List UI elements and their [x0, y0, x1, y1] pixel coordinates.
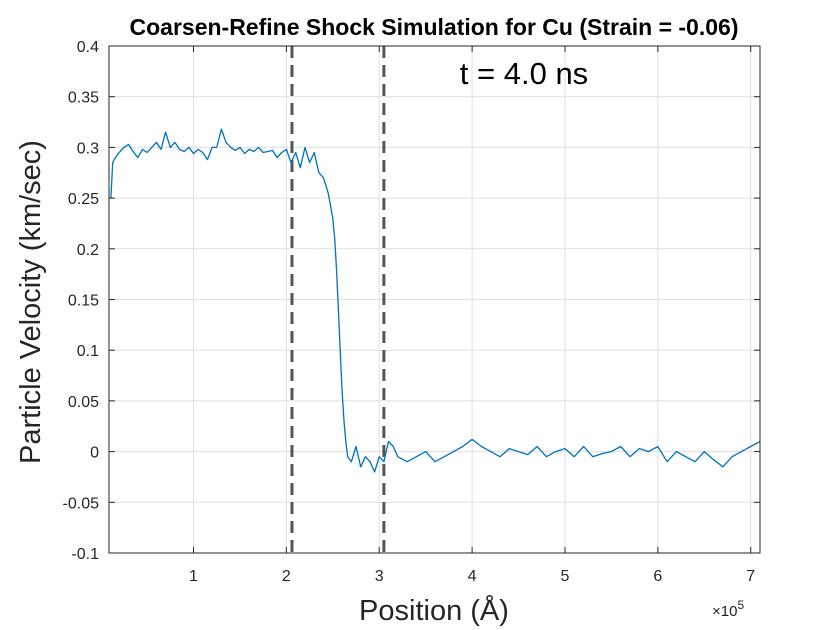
chart-title: Coarsen-Refine Shock Simulation for Cu (… [130, 14, 739, 40]
x-tick-label: 4 [468, 568, 477, 585]
y-tick-label: 0.25 [68, 191, 99, 208]
time-annotation: t = 4.0 ns [460, 56, 588, 91]
y-tick-label: 0.2 [77, 242, 99, 259]
y-tick-label: 0 [90, 445, 99, 462]
y-tick-label: -0.05 [63, 495, 100, 512]
y-tick-label: -0.1 [71, 546, 99, 563]
x-multiplier-base: ×10 [712, 603, 737, 620]
y-tick-label: 0.15 [68, 293, 99, 310]
y-tick-label: 0.1 [77, 343, 99, 360]
y-tick-label: 0.05 [68, 394, 99, 411]
x-multiplier: ×105 [712, 598, 744, 620]
x-tick-label: 5 [561, 568, 570, 585]
y-tick-label: 0.3 [77, 140, 99, 157]
ticks: 1 2 3 4 5 6 7 -0.1 -0.05 0 0.05 0.1 0.15 0.2 0.25 0.3 0.… [63, 39, 760, 585]
x-tick-label: 2 [282, 568, 291, 585]
x-axis-label: Position (Å) [359, 594, 509, 627]
reference-lines [290, 46, 386, 553]
y-tick-label: 0.4 [77, 39, 99, 56]
x-multiplier-exponent: 5 [737, 598, 744, 612]
velocity-series-line [110, 128, 761, 473]
x-tick-label: 7 [746, 568, 755, 585]
x-tick-label: 6 [653, 568, 662, 585]
y-tick-label: 0.35 [68, 90, 99, 107]
x-tick-label: 1 [189, 568, 198, 585]
x-tick-label: 3 [375, 568, 384, 585]
y-axis-label: Particle Velocity (km/sec) [15, 140, 47, 464]
data-layer [110, 128, 761, 473]
